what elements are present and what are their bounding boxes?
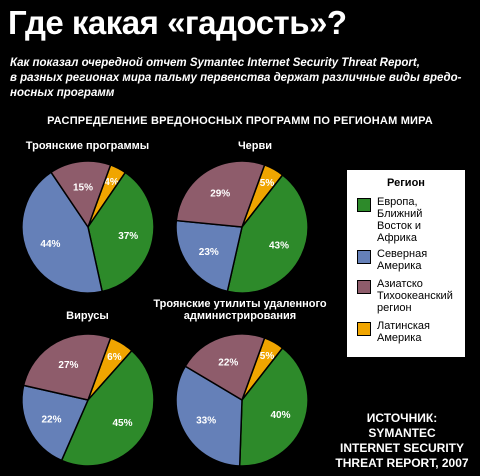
pie-title-line: Троянские утилиты удаленного: [153, 298, 327, 310]
slice-label: 27%: [58, 360, 78, 371]
subtitle-line: в разных регионах мира пальму первенства…: [10, 72, 462, 84]
legend-swatch: [357, 322, 371, 336]
pie-title-line: администрирования: [183, 310, 297, 322]
slice-label: 5%: [260, 178, 275, 189]
slice-label: 33%: [196, 416, 216, 427]
pie-title-rat: Троянские утилиты удаленного администрир…: [140, 298, 340, 322]
slice-label: 29%: [210, 188, 230, 199]
legend-swatch: [357, 198, 371, 212]
subtitle-line: Как показал очередной отчет Symantec Int…: [10, 57, 420, 69]
slice-emea: [60, 349, 155, 467]
page-title: Где какая «гадость»?: [8, 4, 347, 41]
slice-emea: [238, 346, 309, 467]
slice-emea: [226, 173, 309, 294]
slice-label: 37%: [118, 231, 138, 242]
slice-label: 15%: [73, 182, 93, 193]
slice-label: 44%: [40, 239, 60, 250]
slice-label: 6%: [107, 352, 122, 363]
pie-title-viruses: Вирусы: [66, 310, 109, 322]
pie-chart-viruses: 6% 45% 22% 27%: [21, 333, 155, 467]
slice-north-america: [175, 219, 243, 293]
slice-label: 43%: [269, 241, 289, 252]
slice-north-america: [21, 384, 90, 462]
pie-title-trojans: Троянские программы: [25, 140, 150, 152]
slice-apac: [22, 333, 112, 401]
slice-emea: [87, 171, 155, 293]
slice-label: 45%: [112, 418, 132, 429]
legend: Регион Европа, Ближний Восток и Африка С…: [347, 170, 465, 357]
pie-title-worms: Черви: [237, 140, 273, 152]
slice-label: 22%: [218, 358, 238, 369]
slice-north-america: [175, 365, 243, 467]
slice-label: 40%: [270, 410, 290, 421]
slice-apac: [50, 160, 112, 229]
legend-swatch: [357, 250, 371, 264]
chart-section-title: РАСПРЕДЕЛЕНИЕ ВРЕДОНОСНЫХ ПРОГРАММ ПО РЕ…: [47, 115, 433, 127]
slice-label: 22%: [41, 414, 61, 425]
pie-chart-rat: 5% 40% 33% 22%: [175, 333, 309, 467]
legend-label: Азиатско Тихоокеанский регион: [377, 278, 453, 314]
slice-apac: [184, 333, 266, 402]
legend-swatch: [357, 280, 371, 294]
legend-label: Северная Америка: [377, 248, 428, 272]
subtitle-line: носных программ: [10, 87, 115, 99]
source-note: ИСТОЧНИК: SYMANTEC INTERNET SECURITY THR…: [335, 411, 469, 470]
legend-title: Регион: [387, 177, 425, 189]
legend-label: Европа, Ближний Восток и Африка: [377, 196, 423, 244]
legend-label: Латинская Америка: [377, 320, 430, 344]
pie-chart-trojans: 4% 37% 44% 15%: [21, 160, 155, 294]
slice-label: 5%: [260, 351, 275, 362]
slice-label: 23%: [199, 247, 219, 258]
slice-label: 4%: [104, 177, 119, 188]
slice-north-america: [21, 171, 104, 294]
subtitle: Как показал очередной отчет Symantec Int…: [10, 56, 472, 101]
pie-chart-worms: 5% 43% 23% 29%: [175, 160, 309, 294]
slice-apac: [175, 160, 266, 228]
